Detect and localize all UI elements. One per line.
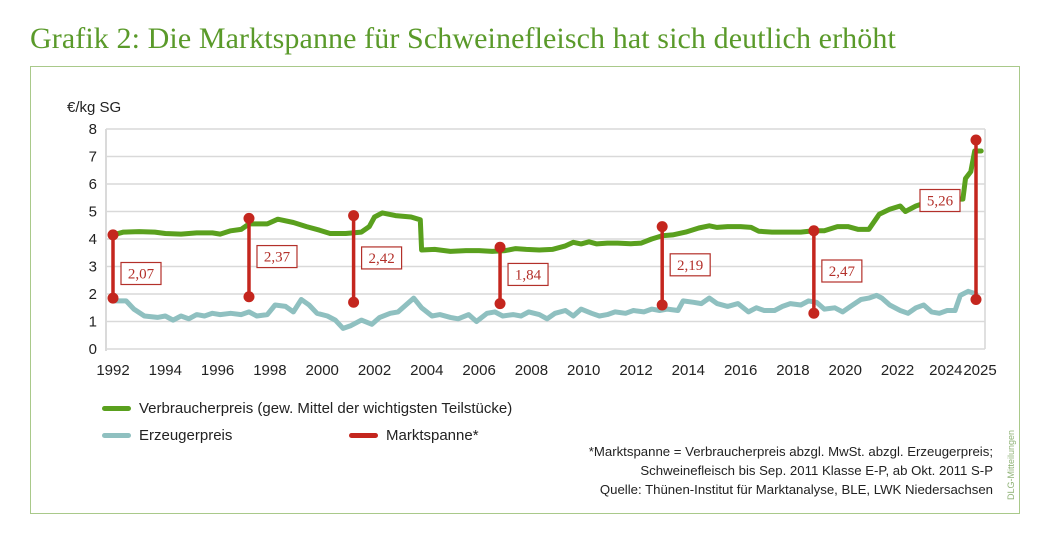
marktspanne-label-box [919,188,961,213]
x-tick-label: 2022 [881,362,914,379]
series-line-verbraucherpreis [110,148,984,254]
marktspanne-top-point [243,212,255,224]
marktspanne-data-label: 5,26 [927,194,954,210]
marktspanne-top-point [808,225,820,237]
legend-item-verbraucherpreis: Verbraucherpreis (gew. Mittel der wichti… [102,400,512,417]
y-tick-label: 3 [89,259,97,276]
marktspanne-bottom-point [107,292,119,304]
marktspanne-data-label: 2,47 [829,264,856,280]
marktspanne-top-point [107,229,119,241]
footnote-class-info: Schweinefleisch bis Sep. 2011 Klasse E-P… [640,463,993,478]
marktspanne-top-point [494,241,506,253]
footnote: *Marktspanne = Verbraucherpreis abzgl. M… [589,442,993,499]
legend-label: Marktspanne* [386,427,479,444]
legend-swatch-marktspanne [349,433,378,438]
marktspanne-bottom-point [970,294,982,305]
marktspanne-label-box [256,244,298,269]
y-tick-label: 2 [89,286,97,303]
marktspanne-bottom-point [243,291,255,303]
x-tick-label: 1996 [201,362,234,379]
legend-item-marktspanne: Marktspanne* [349,427,479,444]
series-line-erzeugerpreis [110,288,979,331]
x-tick-label: 2018 [776,362,809,379]
y-tick-label: 4 [89,231,97,248]
marktspanne-label-box [669,253,711,277]
marktspanne-label-box [120,261,162,286]
y-tick-label: 7 [89,149,97,166]
marktspanne-top-point [656,221,668,233]
marktspanne-label-box [360,246,403,270]
x-tick-label: 2008 [515,362,548,379]
x-tick-label: 2020 [829,362,862,379]
marktspanne-top-point [348,210,360,222]
x-tick-label: 2004 [410,362,443,379]
legend-label: Verbraucherpreis (gew. Mittel der wichti… [139,400,513,417]
y-tick-label: 1 [89,314,97,331]
x-tick-label: 2025 [963,362,996,379]
footnote-definition: *Marktspanne = Verbraucherpreis abzgl. M… [588,444,993,459]
marktspanne-label-box [821,259,863,283]
marktspanne-bottom-point [656,299,668,311]
marktspanne-top-point [970,134,982,146]
marktspanne-bottom-point [348,296,360,308]
legend-swatch-verbraucherpreis [102,406,131,411]
chart-title: Grafik 2: Die Marktspanne für Schweinefl… [30,22,896,55]
y-tick-label: 5 [89,204,97,221]
marktspanne-data-label: 2,37 [264,250,291,266]
chart-frame [30,66,1020,514]
x-tick-label: 1994 [149,362,182,379]
marktspanne-data-label: 2,42 [368,251,394,267]
legend-swatch-erzeugerpreis [102,433,131,438]
marktspanne-label-box [507,262,549,287]
marktspanne-bottom-point [494,298,506,310]
x-tick-label: 2006 [462,362,495,379]
x-tick-label: 1998 [253,362,286,379]
x-tick-label: 2016 [724,362,757,379]
x-tick-label: 2014 [672,362,705,379]
x-tick-label: 2010 [567,362,600,379]
x-tick-label: 2000 [306,362,339,379]
marktspanne-data-label: 2,07 [128,267,155,283]
y-tick-label: 0 [89,341,97,358]
x-tick-label: 1992 [96,362,129,379]
y-tick-label: 8 [89,121,97,138]
x-tick-label: 2012 [619,362,652,379]
legend-label: Erzeugerpreis [139,427,233,444]
x-tick-label: 2024 [929,362,962,379]
legend-item-erzeugerpreis: Erzeugerpreis [102,427,232,444]
marktspanne-data-label: 2,19 [677,258,703,274]
y-axis-unit-label: €/kg SG [67,99,121,116]
footnote-source: Quelle: Thünen-Institut für Marktanalyse… [599,482,993,497]
marktspanne-data-label: 1,84 [515,267,542,283]
x-tick-label: 2002 [358,362,391,379]
y-tick-label: 6 [89,176,97,193]
marktspanne-bottom-point [808,307,820,319]
